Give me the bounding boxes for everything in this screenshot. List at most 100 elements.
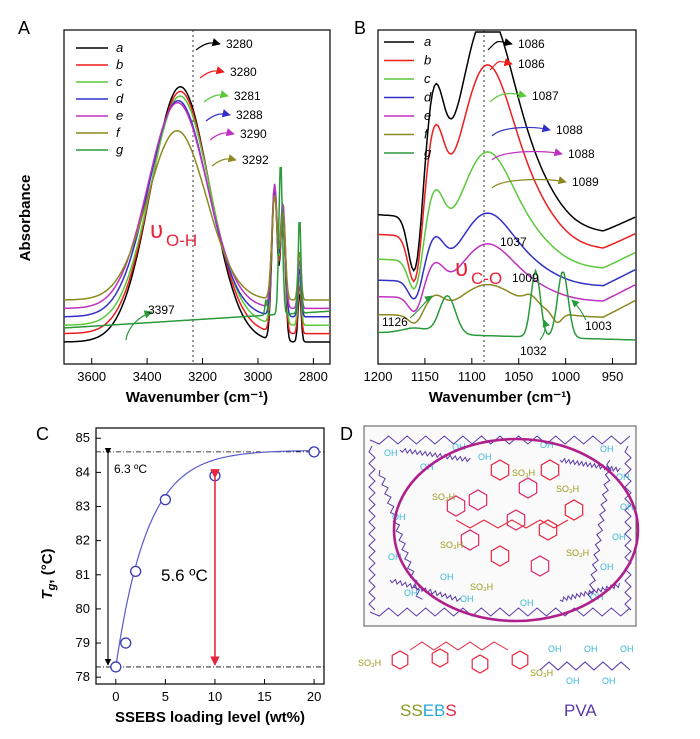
panel-d: D OH OH OH OH OH OH OH OH OH OH OH OH OH OH OH OH OH SO₃… <box>340 424 640 720</box>
panel-a-peak-label-a: 3280 <box>226 37 253 51</box>
pva-oh-label: OH <box>616 472 630 482</box>
panel-b-f-peak-label: 1009 <box>512 271 539 285</box>
panel-b-curve-g <box>378 268 636 341</box>
panel-a-x-tick-label: 3200 <box>188 369 217 384</box>
panel-b-x-ticks: 1200 1150 1100 1050 1000 950 <box>364 358 623 384</box>
pva-oh-label: OH <box>478 452 492 462</box>
pva-oh-label: OH <box>440 572 454 582</box>
panel-a-x-tick-label: 2800 <box>299 369 328 384</box>
ssebs-legend-so3h: SO₃H <box>358 658 381 668</box>
pva-oh-label: OH <box>392 512 406 522</box>
ssebs-phenyl-ring <box>530 555 550 577</box>
panel-a-peak-arrow-d <box>205 109 231 122</box>
panel-c-fit-curve <box>115 450 319 667</box>
panel-a-x-ticks: 3600 3400 3200 3000 2800 <box>77 358 328 384</box>
pva-chain <box>369 607 631 617</box>
pva-oh-label: OH <box>540 440 554 450</box>
ssebs-so3h-label: SO₃H <box>440 540 463 550</box>
panel-b-legend-label-f: f <box>424 127 429 142</box>
panel-b-peak-label-c: 1087 <box>532 89 559 103</box>
panel-a-peak-arrow-e <box>209 128 235 141</box>
pva-chain <box>587 459 612 601</box>
panel-c-y-tick-label: 84 <box>76 464 90 479</box>
panel-a-peak-labels: 3280 3280 3281 3288 3290 3292 <box>195 37 269 167</box>
pva-legend-chain <box>539 661 631 671</box>
panel-c-y-tick-label: 82 <box>76 533 90 548</box>
panel-b-g-arrow <box>539 319 550 341</box>
pva-oh-label: OH <box>612 532 626 542</box>
panel-a-peak-label-d: 3288 <box>236 108 263 122</box>
panel-b-x-tick-label: 1100 <box>458 369 486 384</box>
ssebs-legend-ring <box>431 648 449 668</box>
panel-c-frame <box>95 427 325 685</box>
panel-d-domain-ring <box>392 437 640 623</box>
panel-b-peak-arrow-e <box>491 148 563 161</box>
panel-b-legend-label-e: e <box>424 108 431 123</box>
panel-b-x-tick-label: 1200 <box>364 369 393 384</box>
panel-d-ssebs-domain: SO₃H SO₃H SO₃H SO₃H SO₃H SO₃H <box>432 459 589 592</box>
panel-a-x-tick-label: 3600 <box>77 369 106 384</box>
panel-c-label: C <box>36 424 49 444</box>
panel-c-x-tick-label: 5 <box>162 689 169 704</box>
panel-c-plot <box>96 446 324 673</box>
panel-a-peak-label-c: 3281 <box>234 89 261 103</box>
panel-a-curve-c <box>64 95 330 326</box>
panel-c-y-tick-label: 85 <box>76 430 90 445</box>
panel-b-x-tick-label: 1000 <box>551 369 580 384</box>
panel-a-xlabel: Wavenumber (cm⁻¹) <box>126 389 268 406</box>
panel-a-legend-label-c: c <box>116 74 123 89</box>
panel-d-pva-structure: OH OH OH OH OH <box>539 644 634 686</box>
panel-a-frame <box>63 29 331 365</box>
panel-a-curve-b <box>64 90 330 335</box>
ssebs-backbone <box>455 519 569 529</box>
panel-a-peak-label-b: 3280 <box>230 65 257 79</box>
panel-c-y-tick-label: 81 <box>76 567 90 582</box>
panel-b-curve-a <box>377 31 636 273</box>
panel-b-peak-label-a: 1086 <box>518 37 545 51</box>
panel-a-legend-label-f: f <box>116 125 121 140</box>
pva-oh-label: OH <box>384 448 398 458</box>
panel-a-legend-label-d: d <box>116 91 124 106</box>
panel-a-legend-label-g: g <box>116 142 124 157</box>
panel-a-peak-arrow-b <box>199 66 225 79</box>
panel-b-peak-arrow-c <box>489 90 527 103</box>
panel-a-peak-label-e: 3290 <box>240 127 267 141</box>
panel-b-g-arrow <box>409 295 433 319</box>
ssebs-so3h-label: SO₃H <box>566 548 589 558</box>
panel-b-x-tick-label: 1150 <box>411 369 439 384</box>
panel-c-x-tick-label: 0 <box>112 689 119 704</box>
panel-d-ssebs-legend: SSEBS <box>400 701 457 720</box>
panel-c: C Tg, (°C) 78 79 80 81 82 83 84 85 0 5 10 15 20 6.3… <box>36 424 325 726</box>
panel-b-peak-labels: 1086 1086 1087 1088 1088 1089 1037 1009 1126 1032… <box>382 37 612 358</box>
panel-a-x-tick-label: 3000 <box>243 369 272 384</box>
ssebs-phenyl-ring <box>460 529 480 551</box>
panel-b-legend-label-g: g <box>424 145 432 160</box>
ssebs-phenyl-ring <box>538 519 558 541</box>
panel-b-curve-d <box>378 212 636 300</box>
pva-chain <box>368 445 376 611</box>
panel-b-curve-e <box>378 243 636 313</box>
pva-oh-label: OH <box>404 588 418 598</box>
panel-c-y-tick-label: 83 <box>76 499 90 514</box>
panel-a-label: A <box>18 18 30 38</box>
panel-c-data-point <box>130 565 142 578</box>
ssebs-phenyl-ring <box>490 545 510 567</box>
pva-chain <box>559 457 621 473</box>
panel-c-x-tick-label: 20 <box>307 689 321 704</box>
panel-a-legend-label-b: b <box>116 57 123 72</box>
pva-chain <box>624 445 632 611</box>
pva-chain <box>399 447 471 463</box>
panel-a-g-arrow <box>125 310 153 341</box>
pva-chain <box>369 435 631 445</box>
ssebs-so3h-label: SO₃H <box>470 582 493 592</box>
panel-b-peak-label-b: 1086 <box>518 57 545 71</box>
panel-c-y-ticks: 78 79 80 81 82 83 84 85 <box>76 430 101 684</box>
panel-a-x-tick-label: 3400 <box>133 369 162 384</box>
pva-oh-label: OH <box>620 502 634 512</box>
panel-b-curve-f <box>377 283 636 324</box>
panel-b-peak-arrow-b <box>489 58 513 71</box>
